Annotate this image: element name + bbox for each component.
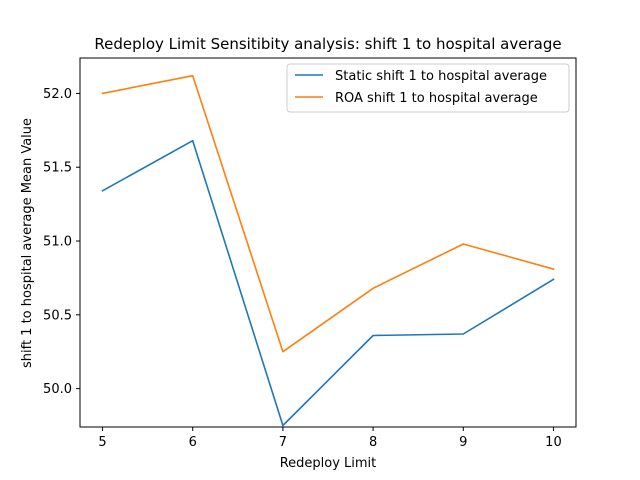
x-tick-label: 5: [98, 435, 106, 450]
series-line-1: [101, 74, 555, 353]
legend-label-1: ROA shift 1 to hospital average: [335, 91, 538, 106]
y-tick-label: 50.0: [43, 382, 72, 397]
x-axis-label: Redeploy Limit: [280, 456, 377, 471]
y-tick-label: 50.5: [43, 308, 72, 323]
y-tick-label: 51.5: [43, 161, 72, 176]
x-tick-label: 8: [369, 435, 377, 450]
x-axis-ticks: 5 6 7 8 9 10: [98, 427, 562, 450]
chart-title: Redeploy Limit Sensitibity analysis: shi…: [94, 35, 561, 53]
legend: Static shift 1 to hospital average ROA sh…: [286, 63, 570, 113]
y-axis-label: shift 1 to hospital average Mean Value: [20, 118, 35, 368]
plot-frame: [79, 57, 577, 428]
x-tick-label: 6: [189, 435, 197, 450]
series-line-0: [101, 139, 555, 427]
legend-label-0: Static shift 1 to hospital average: [335, 69, 547, 84]
legend-frame: [286, 63, 570, 113]
y-tick-label: 52.0: [43, 87, 72, 102]
x-tick-label: 7: [279, 435, 287, 450]
legend-entries: Static shift 1 to hospital average ROA sh…: [295, 69, 547, 106]
y-tick-label: 51.0: [43, 235, 72, 250]
x-tick-label: 9: [459, 435, 467, 450]
plot-lines: [101, 74, 555, 427]
y-axis-ticks: 50.0 50.5 51.0 51.5 52.0: [43, 87, 80, 397]
x-tick-label: 10: [545, 435, 562, 450]
